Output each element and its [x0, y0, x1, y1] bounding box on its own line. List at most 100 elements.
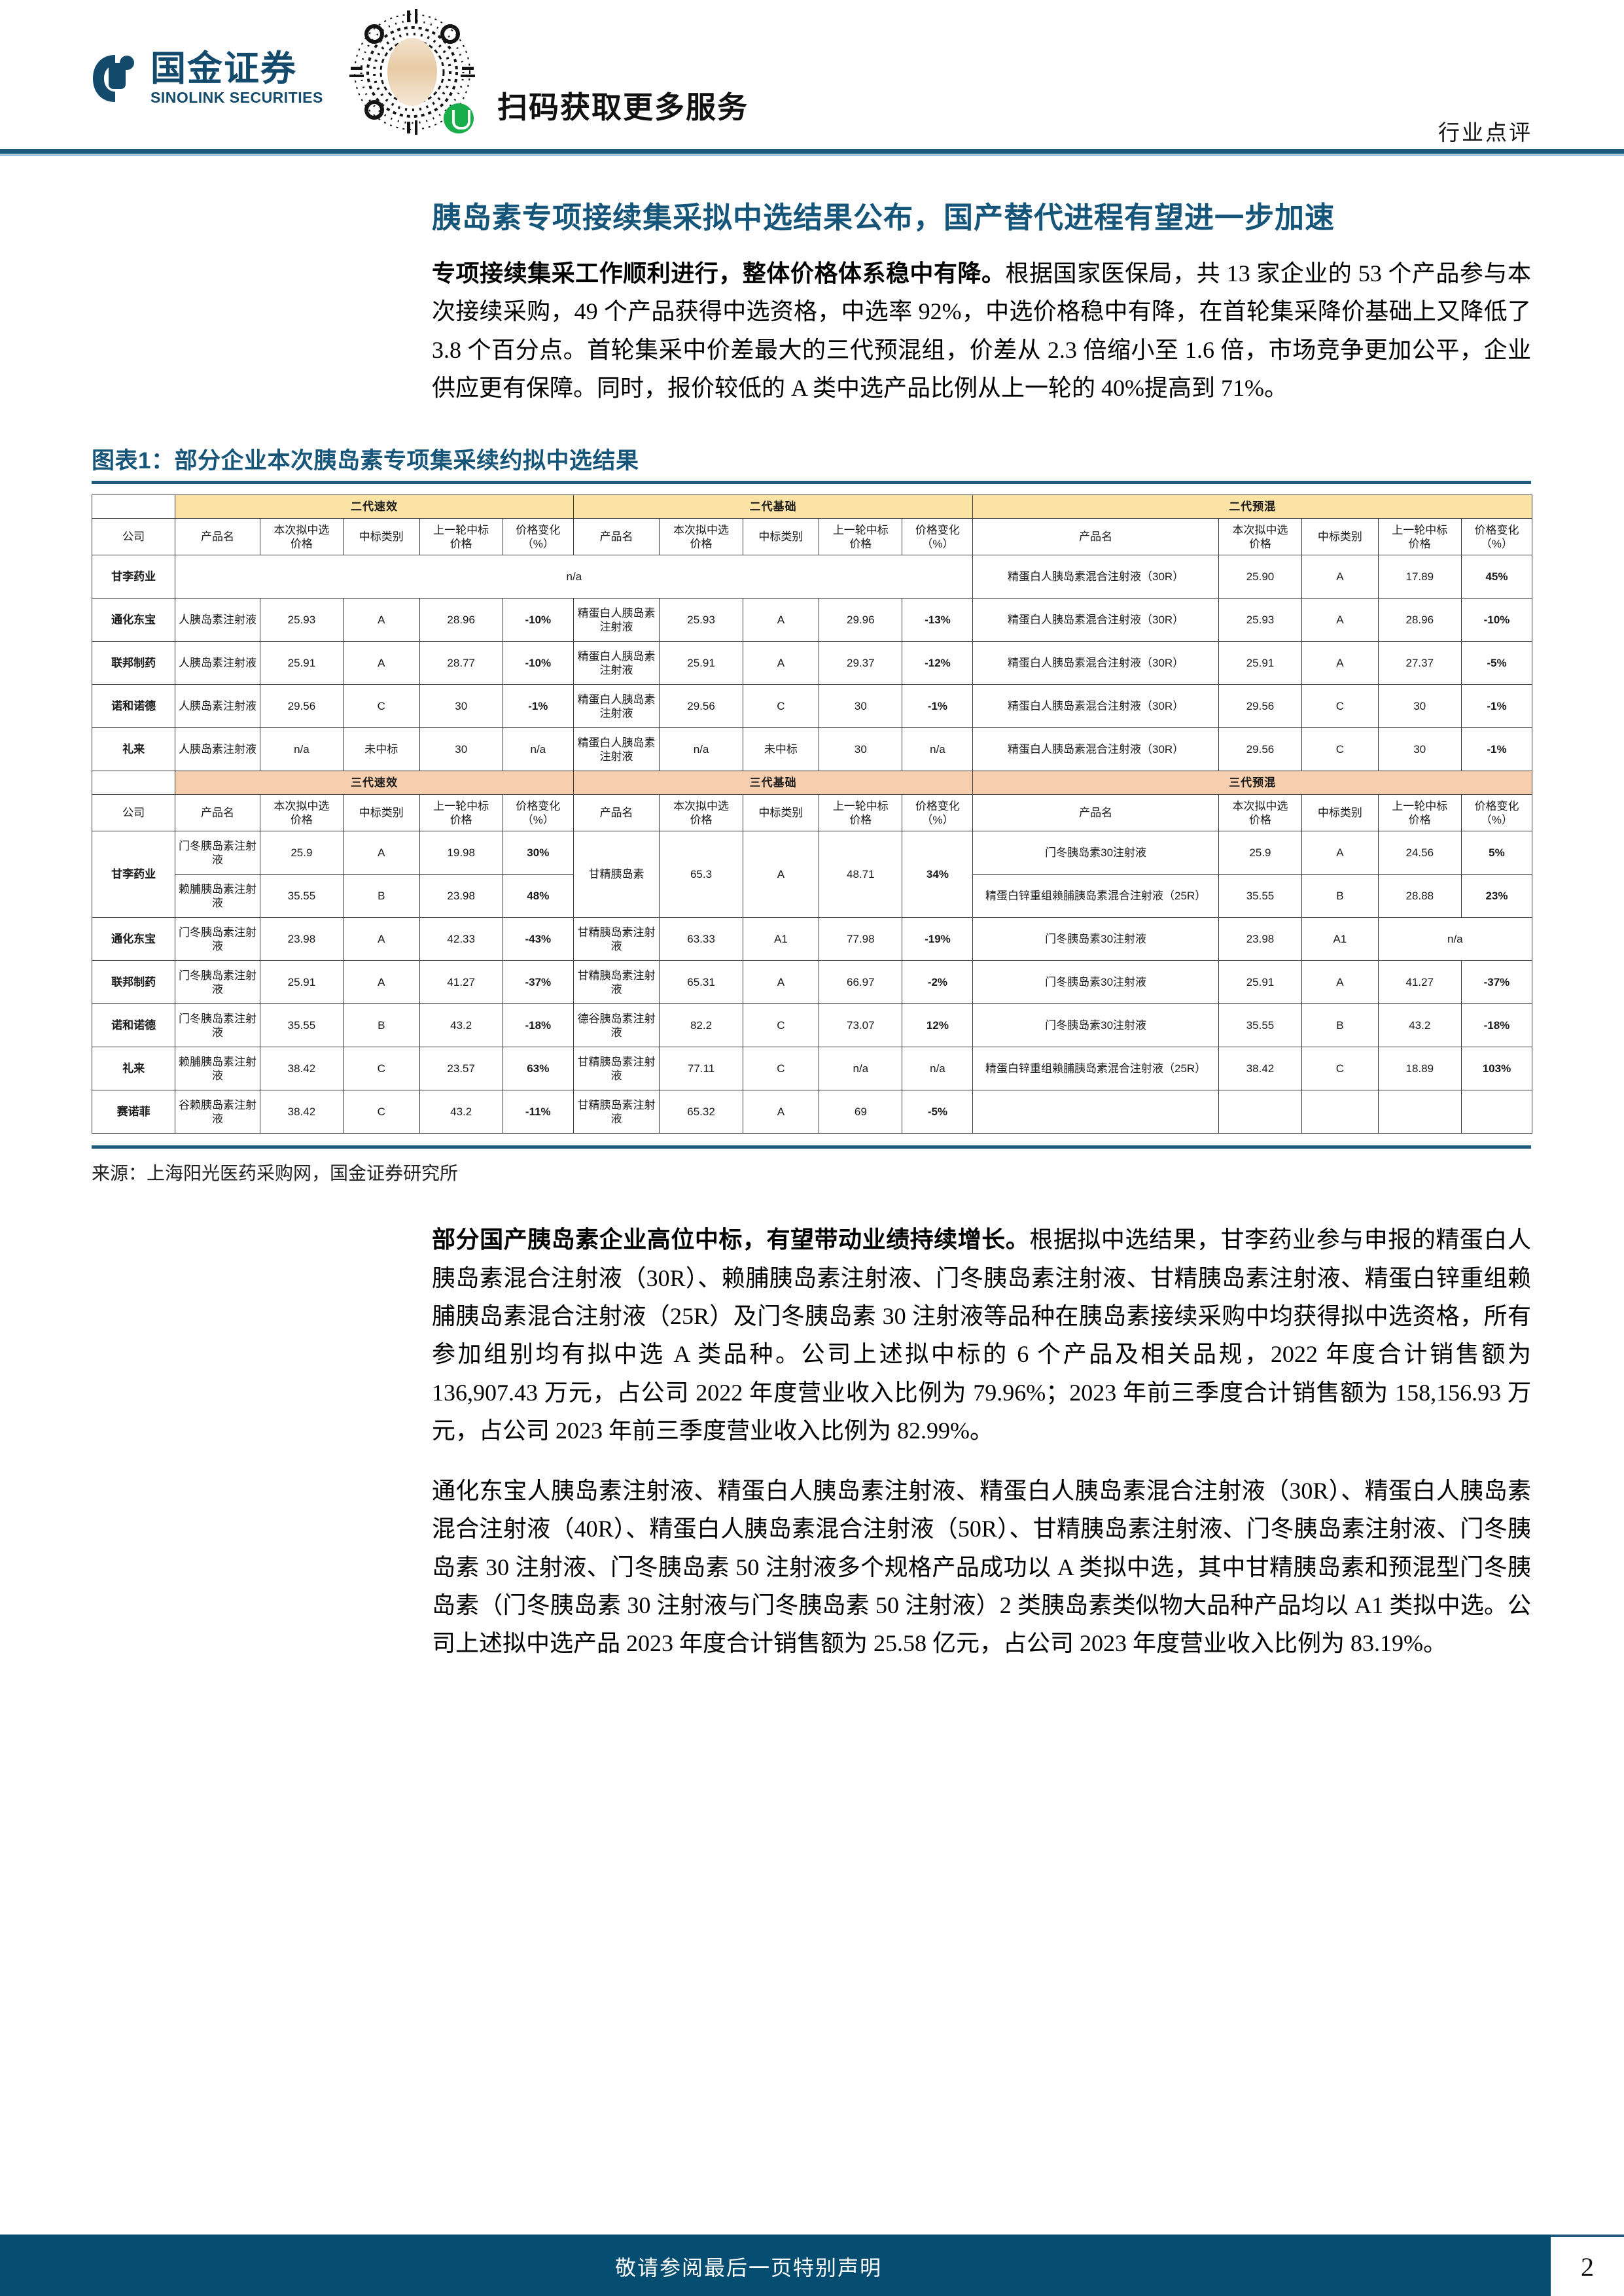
- logo-en-text: SINOLINK SECURITIES: [150, 89, 323, 106]
- figure-caption: 图表1：部分企业本次胰岛素专项集采续约拟中选结果: [92, 448, 639, 474]
- cell-change: -10%: [502, 641, 574, 686]
- cell-product: 甘精胰岛素注射液: [573, 1047, 660, 1091]
- cell-change: 34%: [902, 831, 974, 918]
- cell-price-now: 25.91: [259, 960, 344, 1005]
- cell-product: 精蛋白人胰岛素注射液: [573, 727, 660, 772]
- cell-change: -5%: [902, 1090, 974, 1134]
- table-column-header-row: 公司 产品名 本次拟中选 价格 中标类别 上一轮中标 价格 价格变化 （%） 产品名 …: [91, 518, 1533, 556]
- cell-price-now: n/a: [659, 727, 743, 772]
- figure-table-wrapper: 二代速效 二代基础 二代预混 公司 产品名 本次拟中选 价格 中标类别 上一轮中标…: [91, 495, 1533, 1134]
- logo-cn-text: 国金证券: [150, 49, 297, 88]
- cell-product: 门冬胰岛素30注射液: [972, 917, 1219, 962]
- cell-change: n/a: [902, 1047, 974, 1091]
- page-title: 胰岛素专项接续集采拟中选结果公布，国产替代进程有望进一步加速: [432, 201, 1335, 234]
- cell-category: C: [742, 1047, 820, 1091]
- cell-product: 精蛋白人胰岛素混合注射液（30R）: [972, 641, 1219, 686]
- cell-product: 门冬胰岛素注射液: [175, 1003, 260, 1048]
- col-product-2: 产品名: [573, 518, 660, 556]
- cell-product: 甘精胰岛素注射液: [573, 1090, 660, 1134]
- cell-category: C: [742, 1003, 820, 1048]
- cell-price-now: 38.42: [259, 1047, 344, 1091]
- cell-change: -10%: [502, 598, 574, 642]
- wechat-mini-program-icon: [444, 103, 474, 133]
- group-header-gen2-premix: 二代预混: [972, 495, 1532, 519]
- cell-change: -37%: [1460, 960, 1533, 1005]
- col-price-prev-4: 上一轮中标 价格: [419, 794, 503, 832]
- col-category-4: 中标类别: [343, 794, 420, 832]
- cell-price-now: 25.91: [1218, 641, 1303, 686]
- scan-prompt-text: 扫码获取更多服务: [497, 90, 749, 124]
- table-row: 赛诺菲 谷赖胰岛素注射液 38.42 C 43.2 -11% 甘精胰岛素注射液 …: [91, 1090, 1533, 1134]
- cell-price-prev: 42.33: [419, 917, 503, 962]
- cell-product: 人胰岛素注射液: [175, 641, 260, 686]
- cell-change: n/a: [902, 727, 974, 772]
- cell-category: A1: [1301, 917, 1379, 962]
- col-price-prev-1: 上一轮中标 价格: [419, 518, 503, 556]
- cell-product: 精蛋白人胰岛素注射液: [573, 598, 660, 642]
- cell-product: 赖脯胰岛素注射液: [175, 874, 260, 918]
- cell-price-now: [1218, 1090, 1303, 1134]
- table-group-header-row: 二代速效 二代基础 二代预混: [91, 495, 1532, 519]
- cell-company: 诺和诺德: [91, 1003, 176, 1048]
- corner-cell: [91, 495, 176, 519]
- cell-product: 门冬胰岛素30注射液: [972, 1003, 1219, 1048]
- cell-merged-na: n/a: [1377, 917, 1533, 962]
- cell-change: -1%: [902, 684, 974, 729]
- cell-price-prev: 41.27: [419, 960, 503, 1005]
- col-change-5: 价格变化 （%）: [902, 794, 974, 832]
- col-price-prev-2: 上一轮中标 价格: [819, 518, 903, 556]
- cell-change: -19%: [902, 917, 974, 962]
- table-row: 诺和诺德 门冬胰岛素注射液 35.55 B 43.2 -18% 德谷胰岛素注射液…: [91, 1003, 1533, 1048]
- cell-price-now: 25.93: [1218, 598, 1303, 642]
- col-price-now-3: 本次拟中选 价格: [1218, 518, 1303, 556]
- cell-price-prev: 18.89: [1377, 1047, 1462, 1091]
- cell-price-prev: 41.27: [1377, 960, 1462, 1005]
- col-category-6: 中标类别: [1301, 794, 1379, 832]
- col-product-5: 产品名: [573, 794, 660, 832]
- col-category-5: 中标类别: [742, 794, 820, 832]
- col-product-1: 产品名: [175, 518, 260, 556]
- cell-company: 通化东宝: [91, 598, 176, 642]
- cell-price-now: 35.55: [1218, 1003, 1303, 1048]
- cell-price-now: 25.90: [1218, 555, 1303, 599]
- cell-price-prev: 27.37: [1377, 641, 1462, 686]
- cell-price-prev: 43.2: [419, 1003, 503, 1048]
- cell-change: -5%: [1460, 641, 1533, 686]
- cell-product: 谷赖胰岛素注射液: [175, 1090, 260, 1134]
- table-row: 通化东宝 人胰岛素注射液 25.93 A 28.96 -10% 精蛋白人胰岛素注…: [91, 598, 1533, 642]
- cell-price-prev: n/a: [819, 1047, 903, 1091]
- cell-category: A: [343, 641, 420, 686]
- cell-company: 礼来: [91, 727, 176, 772]
- cell-price-now: 23.98: [259, 917, 344, 962]
- cell-product: [972, 1090, 1219, 1134]
- cell-price-prev: 73.07: [819, 1003, 903, 1048]
- cell-change: n/a: [502, 727, 574, 772]
- cell-price-prev: 23.57: [419, 1047, 503, 1091]
- cell-price-now: 25.91: [259, 641, 344, 686]
- cell-price-now: 29.56: [659, 684, 743, 729]
- cell-price-now: 77.11: [659, 1047, 743, 1091]
- cell-price-prev: 29.96: [819, 598, 903, 642]
- cell-change: -18%: [1460, 1003, 1533, 1048]
- cell-change: -37%: [502, 960, 574, 1005]
- cell-product: 精蛋白人胰岛素注射液: [573, 684, 660, 729]
- cell-price-now: 38.42: [259, 1090, 344, 1134]
- cell-category: A: [742, 641, 820, 686]
- cell-company: 礼来: [91, 1047, 176, 1091]
- cell-category: C: [343, 1047, 420, 1091]
- cell-price-now: 25.91: [1218, 960, 1303, 1005]
- cell-price-prev: 48.71: [819, 831, 903, 918]
- cell-product: 赖脯胰岛素注射液: [175, 1047, 260, 1091]
- figure-source: 来源：上海阳光医药采购网，国金证券研究所: [92, 1164, 459, 1185]
- footer-page-box: 2: [1551, 2235, 1624, 2296]
- cell-change: -11%: [502, 1090, 574, 1134]
- figure-bottom-rule: [92, 1145, 1531, 1149]
- cell-product: 精蛋白人胰岛素混合注射液（30R）: [972, 727, 1219, 772]
- col-price-prev-6: 上一轮中标 价格: [1377, 794, 1462, 832]
- cell-price-now: 23.98: [1218, 917, 1303, 962]
- group-header-gen2-basal: 二代基础: [573, 495, 974, 519]
- cell-change: 12%: [902, 1003, 974, 1048]
- cell-price-prev: 19.98: [419, 831, 503, 875]
- cell-category: C: [343, 684, 420, 729]
- table-row: 礼来 人胰岛素注射液 n/a 未中标 30 n/a 精蛋白人胰岛素注射液 n/a…: [91, 727, 1533, 772]
